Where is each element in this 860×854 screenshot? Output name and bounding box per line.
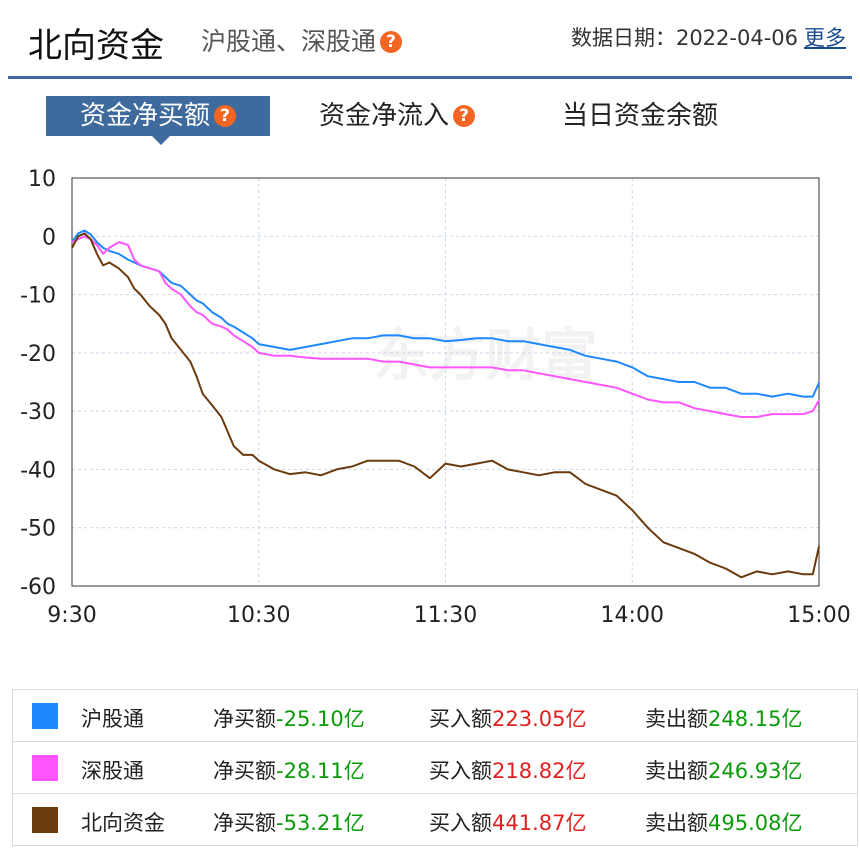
tab-net-buy[interactable]: 资金净买额? (46, 96, 270, 136)
chart-area: 东方财富 10 0 -10 -20 -30 -40 -50 -60 9:30 10:30 11:30 1… (0, 160, 860, 640)
legend-buy: 买入额218.82亿 (429, 759, 587, 783)
y-tick-label: 10 (28, 167, 56, 192)
help-icon[interactable]: ? (453, 105, 476, 127)
legend-net: 净买额-53.21亿 (213, 811, 365, 835)
subtitle-text: 沪股通、深股通 (201, 27, 377, 56)
page-header: 北向资金 沪股通、深股通? 数据日期：2022-04-06 更多 (8, 0, 852, 79)
y-tick-label: -50 (20, 517, 56, 542)
y-tick-label: -30 (20, 400, 56, 425)
tab-net-inflow-label: 资金净流入 (319, 101, 450, 131)
series-line-深股通 (71, 235, 820, 418)
legend-sell: 卖出额246.93亿 (645, 759, 803, 783)
series-line-北向资金 (71, 232, 820, 579)
legend-name: 深股通 (81, 759, 144, 783)
legend-swatch (32, 703, 58, 729)
legend-row-sz: 深股通 净买额-28.11亿 买入额218.82亿 卖出额246.93亿 (13, 742, 857, 794)
page-title: 北向资金 (28, 26, 164, 66)
y-tick-label: -60 (20, 575, 56, 600)
x-tick-label: 11:30 (414, 603, 477, 628)
date-value: 2022-04-06 (675, 26, 798, 50)
tab-net-buy-label: 资金净买额 (79, 101, 210, 131)
legend-net: 净买额-25.10亿 (213, 707, 365, 731)
x-tick-label: 9:30 (47, 603, 96, 628)
tab-daily-balance-label: 当日资金余额 (562, 101, 719, 131)
x-tick-label: 10:30 (227, 603, 290, 628)
legend-name: 沪股通 (81, 707, 144, 731)
date-label: 数据日期： (570, 26, 676, 50)
more-link[interactable]: 更多 (804, 26, 846, 50)
legend-name: 北向资金 (81, 811, 165, 835)
watermark: 东方财富 (374, 324, 598, 389)
x-tick-label: 14:00 (601, 603, 664, 628)
y-tick-label: -20 (20, 342, 56, 367)
legend-table: 沪股通 净买额-25.10亿 买入额223.05亿 卖出额248.15亿 深股通… (12, 689, 858, 846)
legend-swatch (32, 755, 58, 781)
plot-frame (71, 177, 820, 587)
active-tab-indicator (152, 136, 170, 145)
legend-row-sh: 沪股通 净买额-25.10亿 买入额223.05亿 卖出额248.15亿 (13, 690, 857, 742)
tab-net-inflow[interactable]: 资金净流入? (319, 96, 476, 136)
help-icon[interactable]: ? (214, 105, 236, 127)
y-tick-label: -10 (20, 284, 56, 309)
legend-sell: 卖出额495.08亿 (645, 811, 803, 835)
legend-buy: 买入额441.87亿 (429, 811, 587, 835)
line-chart: 东方财富 10 0 -10 -20 -30 -40 -50 -60 9:30 10:30 11:30 1… (20, 167, 851, 628)
page-subtitle: 沪股通、深股通? (201, 22, 403, 58)
legend-net: 净买额-28.11亿 (213, 759, 365, 783)
legend-buy: 买入额223.05亿 (429, 707, 587, 731)
tab-daily-balance[interactable]: 当日资金余额 (562, 96, 718, 136)
data-date: 数据日期：2022-04-06 更多 (571, 22, 846, 52)
legend-swatch (32, 807, 58, 833)
y-tick-label: 0 (42, 225, 56, 250)
legend-row-north: 北向资金 净买额-53.21亿 买入额441.87亿 卖出额495.08亿 (13, 794, 857, 845)
legend-sell: 卖出额248.15亿 (645, 707, 803, 731)
help-icon[interactable]: ? (380, 31, 403, 53)
x-tick-label: 15:00 (787, 603, 850, 628)
y-tick-label: -40 (20, 458, 56, 483)
